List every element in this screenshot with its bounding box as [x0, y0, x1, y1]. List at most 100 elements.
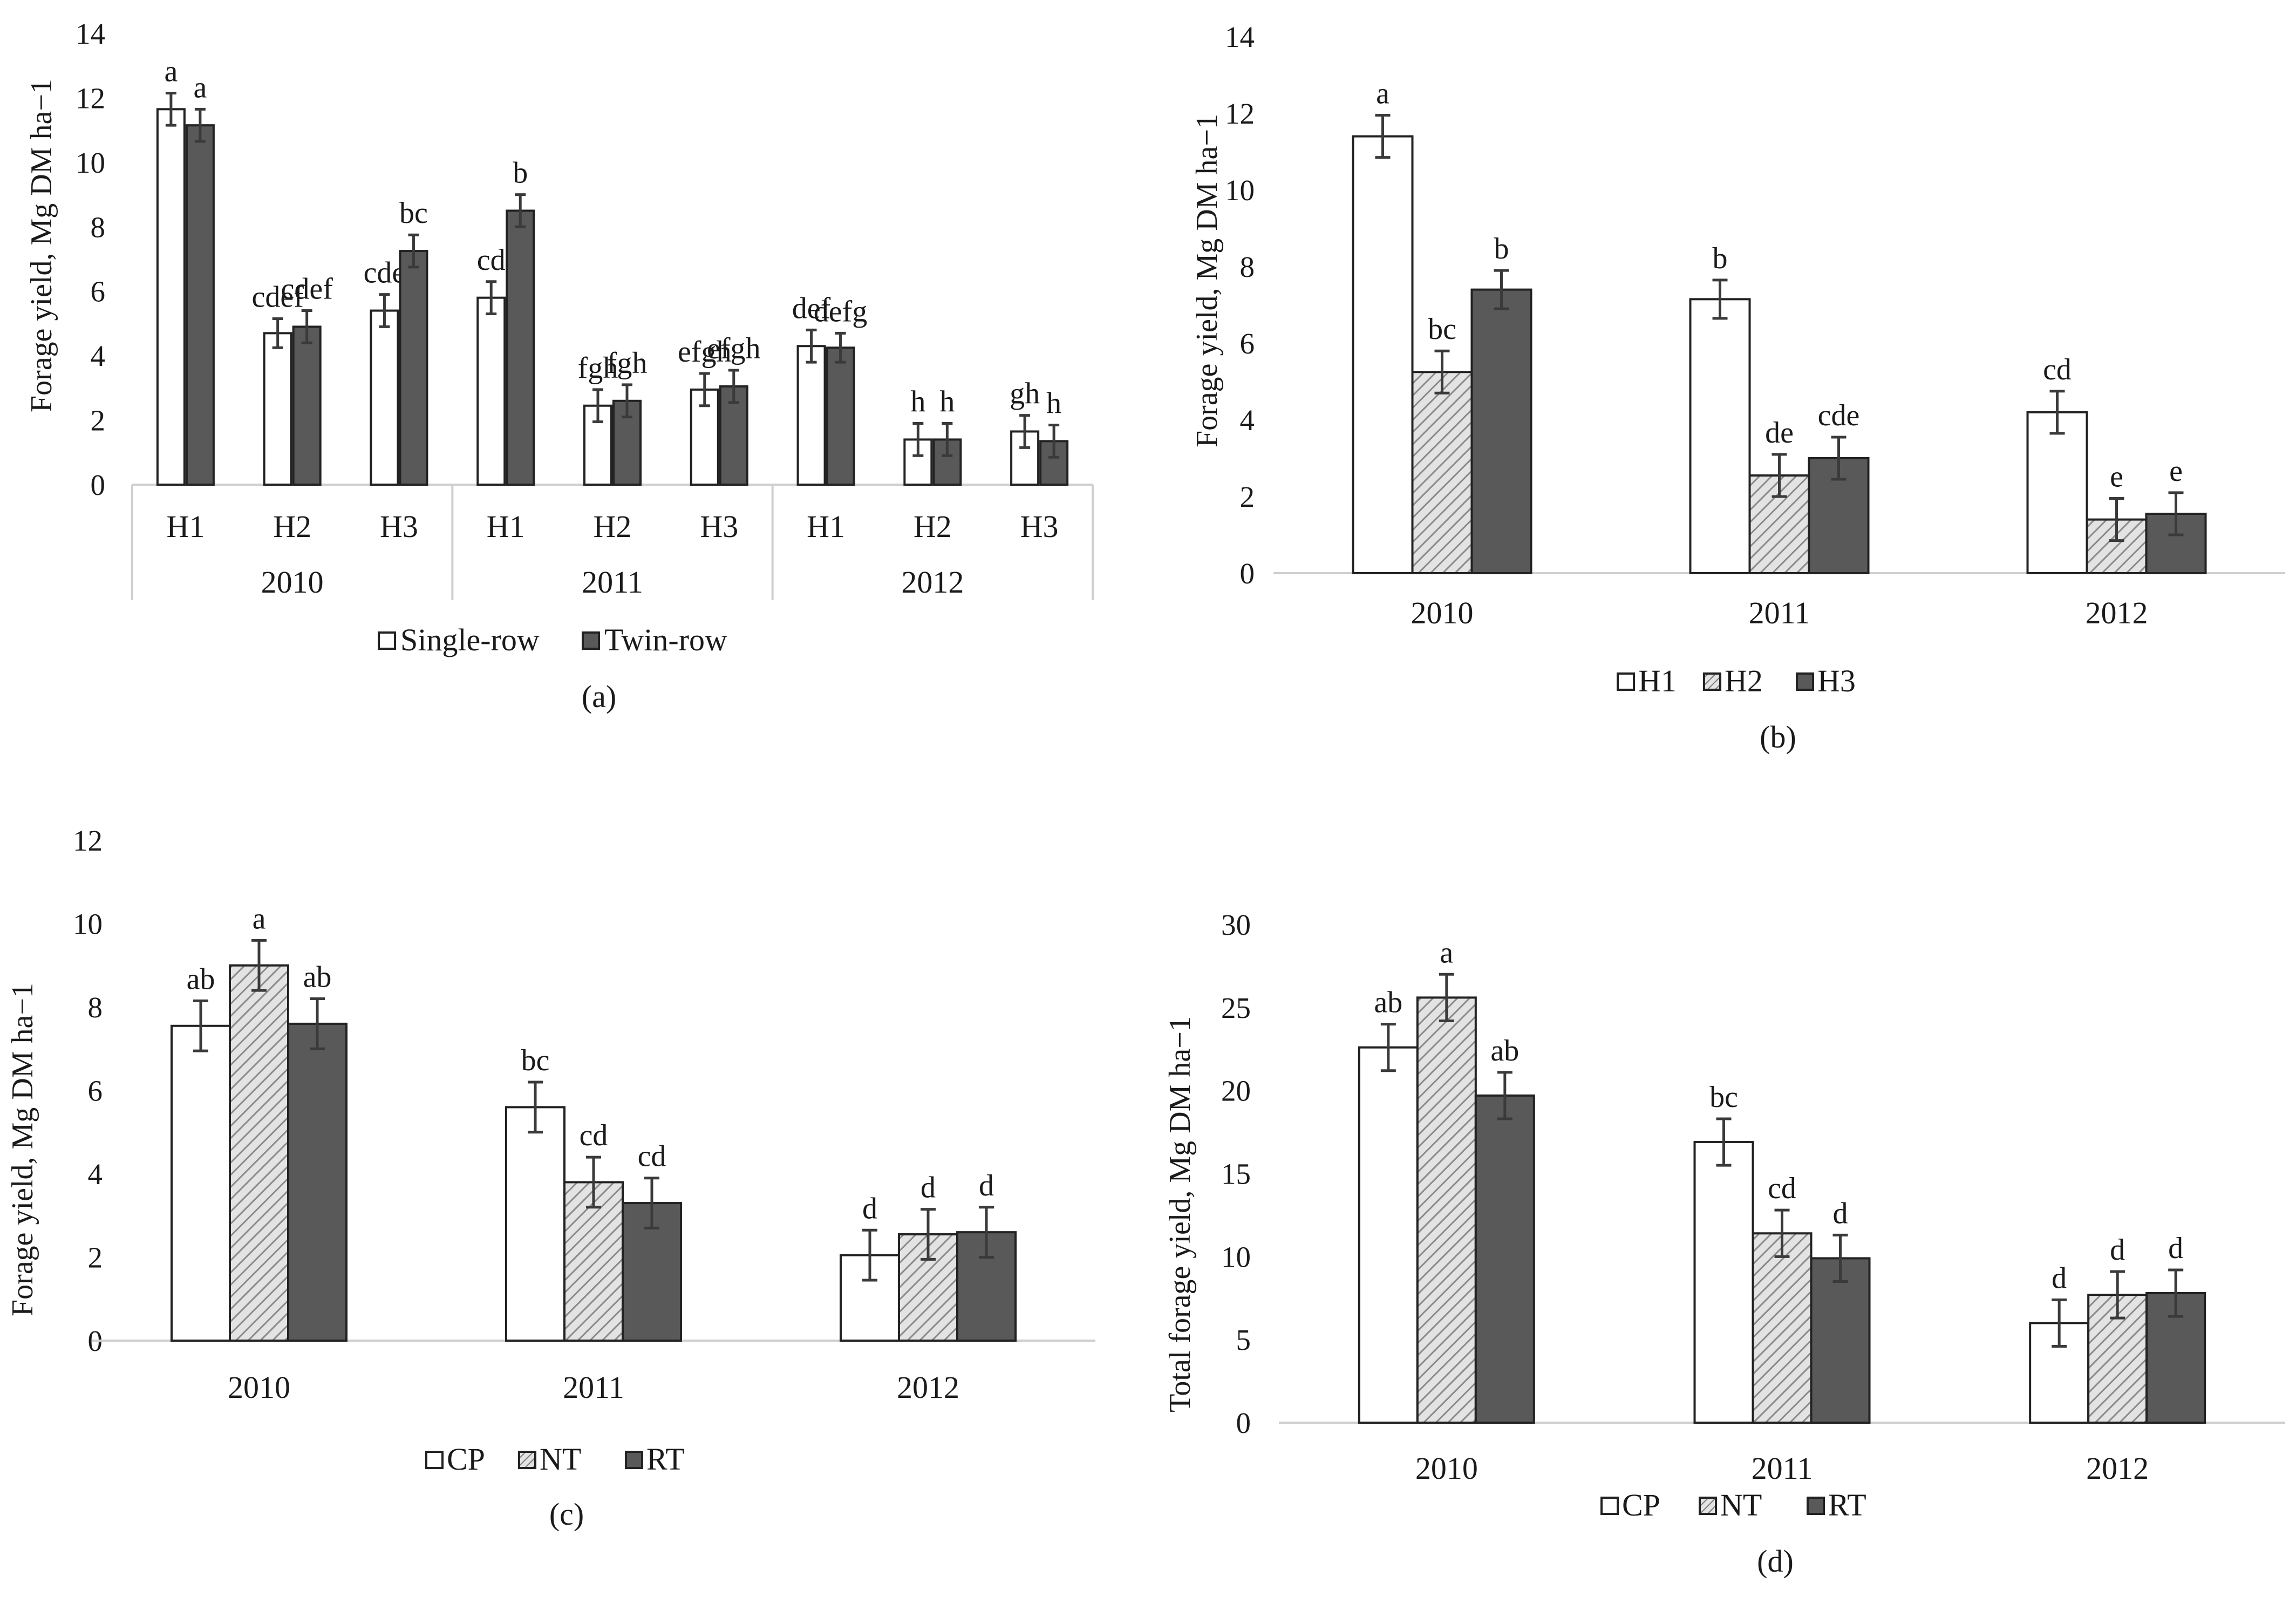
y-tick-label: 4 — [88, 1158, 103, 1191]
error-bar — [592, 388, 603, 424]
error-bar — [1019, 414, 1031, 449]
bar-cp — [505, 1106, 566, 1342]
legend-label-single-row: Single-row — [400, 622, 540, 657]
significance-label: bc — [399, 196, 428, 230]
error-bar — [2168, 491, 2184, 536]
significance-label: d — [979, 1169, 994, 1202]
x-category-label: 2010 — [1415, 1451, 1478, 1486]
bar-nt — [1416, 996, 1477, 1424]
significance-label: ab — [187, 962, 215, 996]
bar-twin-row — [506, 209, 535, 486]
panel-b-legend: H1 H2 H3 — [1617, 663, 1856, 698]
error-bar — [1774, 1208, 1790, 1258]
error-bar — [1772, 453, 1787, 498]
significance-label: cd — [580, 1119, 608, 1152]
error-bar — [2168, 1268, 2184, 1318]
bar-twin-row — [185, 124, 215, 486]
x-category-label: H2 — [914, 509, 952, 544]
y-tick-label: 10 — [1221, 1240, 1251, 1273]
significance-label: ab — [1374, 986, 1402, 1020]
y-tick-label: 8 — [88, 991, 103, 1024]
x-category-label: 2010 — [228, 1370, 290, 1405]
bar-single-row — [476, 296, 506, 486]
error-bar — [515, 193, 526, 228]
y-tick-label: 10 — [73, 908, 103, 941]
error-bar — [728, 369, 739, 404]
y-tick-label: 0 — [1240, 557, 1255, 590]
legend-label-h2: H2 — [1725, 663, 1763, 698]
significance-label: fgh — [578, 351, 618, 385]
significance-label: ab — [303, 961, 332, 994]
significance-label: d — [1833, 1197, 1848, 1230]
y-tick-label: 6 — [88, 1075, 103, 1107]
significance-label: d — [2052, 1261, 2067, 1295]
y-tick-label: 25 — [1221, 991, 1251, 1024]
bar-twin-row — [399, 250, 428, 486]
significance-label: cdef — [251, 280, 304, 314]
error-bar — [528, 1080, 543, 1134]
x-category-label: H3 — [700, 509, 738, 544]
x-category-label: 2011 — [1752, 1451, 1813, 1486]
bar-nt — [229, 964, 289, 1342]
legend-label-cp-d: CP — [1622, 1487, 1660, 1523]
legend-swatch-nt-c — [518, 1451, 536, 1469]
legend-label-nt-d: NT — [1720, 1487, 1762, 1523]
error-bar — [644, 1177, 659, 1229]
significance-label: a — [1440, 936, 1453, 969]
y-tick-label: 6 — [91, 275, 106, 308]
legend-swatch-h1 — [1617, 672, 1635, 691]
legend-swatch-h3 — [1796, 672, 1814, 691]
significance-label: def — [792, 291, 831, 325]
significance-label: defg — [814, 295, 868, 328]
error-bar — [165, 91, 176, 127]
panel-c-ylabel: Forage yield, Mg DM ha−1 — [6, 983, 39, 1316]
significance-label: h — [1046, 387, 1061, 420]
significance-label: bc — [1709, 1080, 1738, 1114]
panel-d-ylabel: Total forage yield, Mg DM ha−1 — [1163, 1016, 1197, 1412]
x-category-label: H2 — [273, 509, 311, 544]
y-tick-label: 14 — [1225, 21, 1255, 53]
significance-label: efgh — [678, 335, 732, 369]
legend-label-nt-c: NT — [540, 1442, 581, 1477]
panel-b: 0 2 4 6 8 10 12 14 Forage yield, Mg DM ha−1 201… — [1190, 21, 2285, 755]
significance-label: e — [2110, 460, 2123, 494]
significance-label: b — [513, 157, 528, 190]
significance-label: cde — [1818, 399, 1860, 432]
error-bar — [251, 939, 267, 992]
significance-label: d — [862, 1192, 877, 1225]
x-group-label: 2010 — [261, 565, 324, 600]
error-bar — [1439, 973, 1454, 1022]
error-bar — [194, 107, 206, 143]
y-tick-label: 0 — [91, 468, 106, 501]
error-bar — [1831, 436, 1847, 481]
bar-cp — [1358, 1046, 1419, 1424]
x-category-label: H1 — [487, 509, 525, 544]
error-bar — [1716, 1117, 1732, 1167]
bar-h1 — [1352, 135, 1414, 575]
significance-label: bc — [1428, 312, 1456, 346]
legend-swatch-single-row — [378, 631, 396, 650]
significance-label: gh — [1010, 377, 1040, 411]
y-tick-label: 6 — [1240, 327, 1255, 360]
x-category-label: H1 — [807, 509, 845, 544]
legend-swatch-rt-d — [1807, 1497, 1825, 1515]
y-tick-label: 15 — [1221, 1158, 1251, 1191]
bar-rt — [1810, 1257, 1871, 1424]
bar-cp — [171, 1024, 231, 1342]
error-bar — [379, 293, 390, 328]
significance-label: de — [1765, 416, 1794, 450]
x-category-label: H3 — [1020, 509, 1059, 544]
significance-label: a — [193, 71, 207, 104]
panel-a-yticks: 0 2 4 6 8 10 12 14 — [76, 17, 105, 501]
significance-label: d — [2110, 1233, 2125, 1267]
y-tick-label: 4 — [91, 339, 106, 372]
error-bar — [272, 317, 283, 349]
error-bar — [2109, 497, 2124, 542]
bar-h2 — [1411, 371, 1473, 574]
bar-nt — [898, 1233, 958, 1342]
y-tick-label: 10 — [1225, 174, 1255, 207]
y-tick-label: 30 — [1221, 908, 1251, 941]
